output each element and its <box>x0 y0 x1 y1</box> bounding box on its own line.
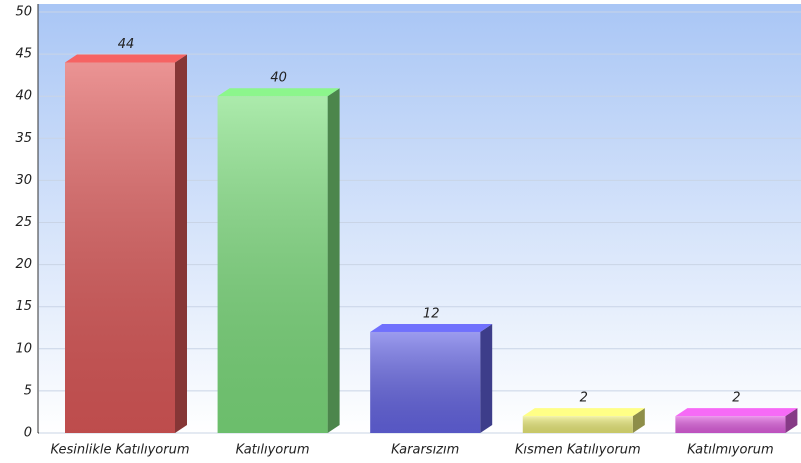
bar-top <box>65 54 187 63</box>
bar-shade <box>370 331 481 433</box>
bar-top <box>370 323 493 332</box>
bar-side <box>175 54 187 434</box>
value-label: 2 <box>580 391 588 406</box>
value-label: 44 <box>118 37 135 52</box>
y-tick-label: 25 <box>15 215 32 230</box>
x-tick-label: Kesinlikle Katılıyorum <box>50 443 189 458</box>
bar-top <box>675 408 798 417</box>
x-tick-label: Katılmıyorum <box>687 443 774 458</box>
bar-side <box>480 323 493 433</box>
y-tick-label: 30 <box>15 173 32 188</box>
y-tick-label: 20 <box>15 257 32 272</box>
y-tick-label: 0 <box>24 426 32 441</box>
x-tick-label: Kısmen Katılıyorum <box>515 443 641 458</box>
value-label: 40 <box>270 71 287 86</box>
bar-side <box>632 408 645 433</box>
value-label: 12 <box>423 306 440 321</box>
y-tick-label: 35 <box>15 131 32 146</box>
bar-shade <box>675 416 786 433</box>
y-tick-label: 40 <box>15 89 32 104</box>
y-tick-label: 45 <box>15 47 32 62</box>
bar-shade <box>65 62 175 434</box>
bar-shade <box>217 96 328 433</box>
bar-side <box>785 408 798 433</box>
x-tick-label: Kararsızım <box>391 443 459 458</box>
value-label: 2 <box>732 391 740 406</box>
y-tick-label: 5 <box>24 383 32 398</box>
bar-top <box>217 88 340 97</box>
bar-shade <box>522 416 633 433</box>
x-tick-label: Katılıyorum <box>236 443 310 458</box>
bar-top <box>522 408 645 417</box>
y-tick-label: 15 <box>15 299 32 314</box>
y-tick-label: 10 <box>15 341 32 356</box>
bar-side <box>327 88 340 433</box>
y-tick-label: 50 <box>15 5 32 20</box>
